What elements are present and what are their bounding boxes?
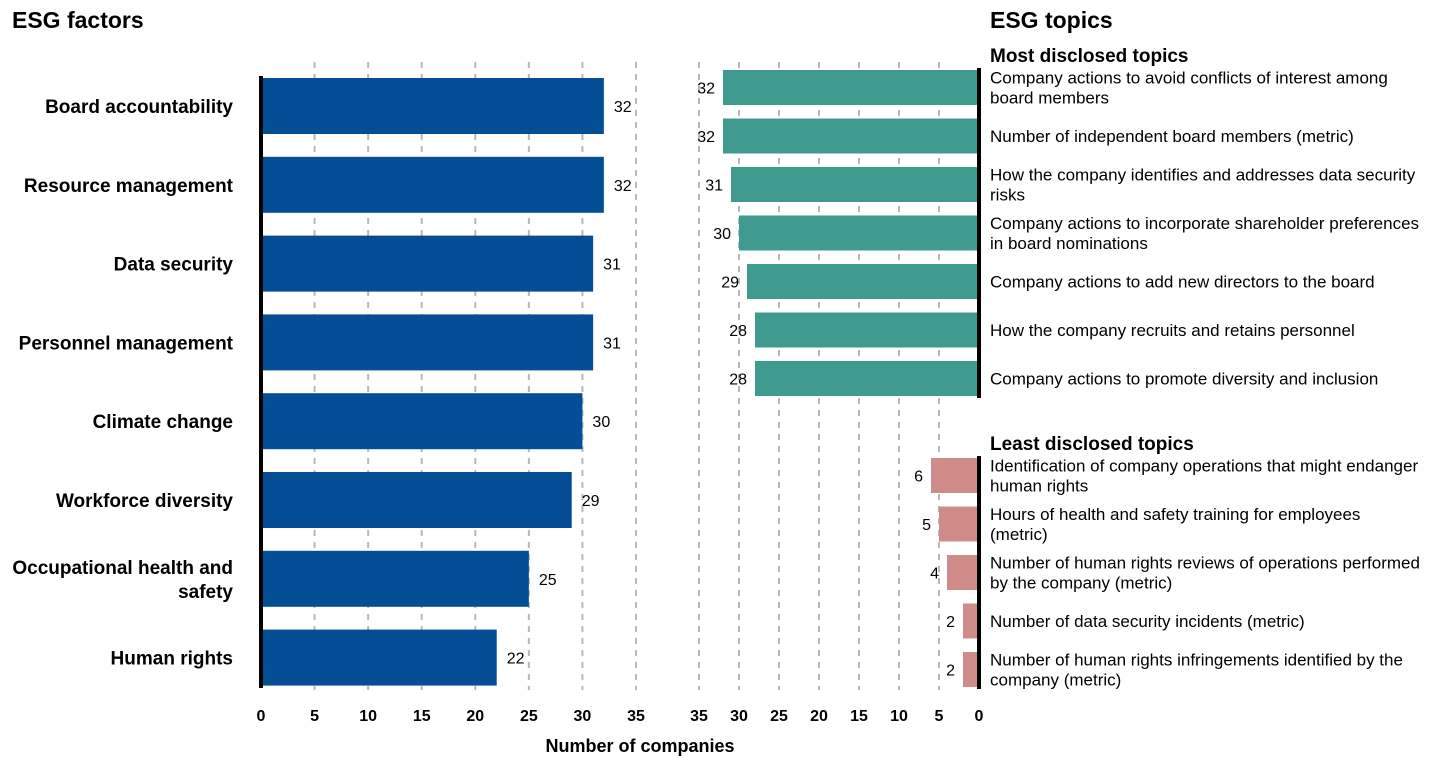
right-bar-value: 4: [930, 566, 939, 583]
x-axis-title: Number of companies: [545, 736, 734, 756]
left-tick-label: 0: [257, 708, 266, 725]
topic-label: Number of human rights reviews of operat…: [990, 554, 1420, 593]
right-tick-label: 35: [690, 708, 708, 725]
most-disclosed-bar: [755, 361, 979, 396]
topic-label: Number of independent board members (met…: [990, 127, 1354, 146]
left-bar-value: 25: [539, 572, 557, 589]
right-bar-value: 30: [713, 226, 731, 243]
topic-label: Number of data security incidents (metri…: [990, 612, 1305, 631]
left-tick-label: 30: [574, 708, 592, 725]
most-disclosed-bar: [723, 70, 979, 105]
most-disclosed-bar: [747, 264, 979, 299]
least-disclosed-bar: [963, 603, 979, 639]
right-bar-value: 2: [946, 663, 955, 680]
left-bar: [261, 156, 604, 213]
left-category-label: Resource management: [24, 176, 234, 197]
topic-label: How the company identifies and addresses…: [990, 166, 1416, 205]
left-bar-value: 32: [614, 178, 632, 195]
left-category-label: Data security: [114, 255, 234, 276]
left-category-label: Board accountability: [45, 97, 233, 118]
least-disclosed-bar: [947, 555, 979, 590]
left-category-label: Human rights: [111, 649, 233, 670]
left-category-label: Occupational health and safety: [12, 558, 233, 603]
left-bar-value: 30: [592, 414, 610, 431]
left-tick-label: 5: [310, 708, 319, 725]
least-disclosed-bar: [939, 506, 979, 542]
left-bar-value: 31: [603, 335, 621, 352]
least-disclosed-bar: [931, 458, 979, 493]
least-disclosed-bar: [963, 652, 979, 687]
right-tick-label: 10: [890, 708, 908, 725]
left-bar: [261, 550, 529, 607]
left-tick-label: 20: [466, 708, 484, 725]
left-chart-title: ESG factors: [12, 7, 144, 33]
right-bar-value: 28: [729, 323, 747, 340]
left-bar: [261, 314, 594, 371]
topic-label: Company actions to avoid conflicts of in…: [990, 69, 1388, 108]
right-bar-value: 32: [697, 129, 715, 146]
left-bar: [261, 78, 604, 134]
left-tick-label: 15: [413, 708, 431, 725]
right-bar-value: 29: [721, 275, 739, 292]
left-category-label: Climate change: [93, 412, 233, 433]
most-disclosed-bar: [739, 215, 979, 251]
topic-label: Company actions to incorporate sharehold…: [990, 214, 1419, 253]
left-bar: [261, 393, 583, 450]
right-tick-label: 20: [810, 708, 828, 725]
left-bar-value: 31: [603, 257, 621, 274]
most-disclosed-bar: [731, 167, 979, 202]
right-bar-value: 31: [705, 178, 723, 195]
right-chart-title: ESG topics: [990, 7, 1113, 33]
most-disclosed-bar: [755, 312, 979, 348]
right-bar-value: 5: [922, 517, 931, 534]
left-bars: 32 Board accountability 32 Resource managem…: [12, 78, 632, 686]
right-tick-label: 25: [770, 708, 788, 725]
right-bar-value: 28: [729, 372, 747, 389]
topic-label: Number of human rights infringements ide…: [990, 651, 1403, 690]
left-bar: [261, 629, 497, 686]
left-tick-label: 10: [359, 708, 377, 725]
most-disclosed-bar: [723, 118, 979, 154]
left-tick-label: 35: [627, 708, 645, 725]
topic-label: Company actions to add new directors to …: [990, 273, 1375, 292]
right-tick-label: 0: [975, 708, 984, 725]
topic-label: How the company recruits and retains per…: [990, 321, 1355, 340]
left-bar-value: 22: [507, 651, 525, 668]
topic-label: Hours of health and safety training for …: [990, 505, 1360, 544]
left-bar-value: 29: [582, 493, 600, 510]
left-axis: 0 5 10 15 20 25 30 35: [257, 76, 645, 725]
left-gridlines: [313, 62, 637, 690]
left-tick-label: 25: [520, 708, 538, 725]
right-bar-value: 32: [697, 81, 715, 98]
left-bar: [261, 472, 572, 528]
left-category-label: Workforce diversity: [56, 491, 233, 512]
topic-label: Identification of company operations tha…: [990, 457, 1418, 496]
right-bars: 32 Company actions to avoid conflicts of …: [697, 69, 1420, 690]
right-bar-value: 2: [946, 614, 955, 631]
right-axis: 35 30 25 20 15 10 5 0: [690, 68, 984, 725]
topic-label: Company actions to promote diversity and…: [990, 370, 1378, 389]
right-tick-label: 15: [850, 708, 868, 725]
left-bar-value: 32: [614, 99, 632, 116]
least-disclosed-title: Least disclosed topics: [990, 434, 1194, 455]
left-category-label: Personnel management: [19, 333, 234, 354]
right-bar-value: 6: [914, 469, 923, 486]
right-tick-label: 5: [935, 708, 944, 725]
right-tick-label: 30: [730, 708, 748, 725]
most-disclosed-title: Most disclosed topics: [990, 46, 1188, 67]
left-bar: [261, 235, 594, 292]
